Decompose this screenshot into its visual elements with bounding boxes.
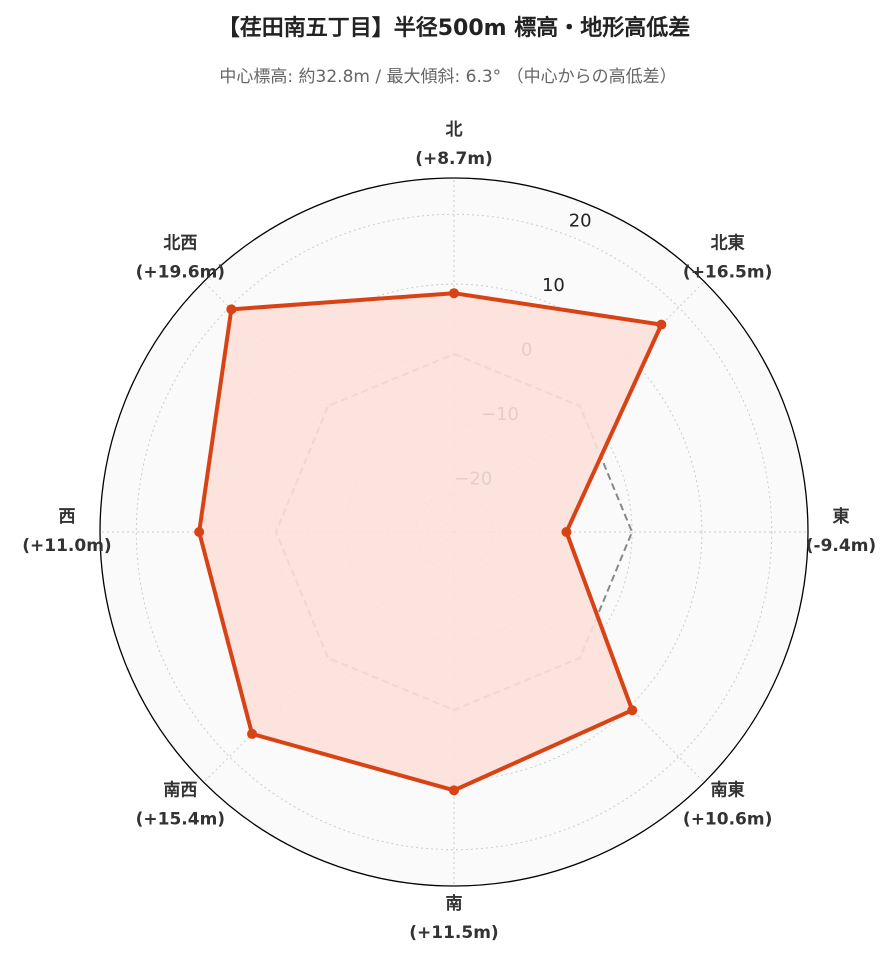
category-label: 西 bbox=[59, 507, 76, 527]
radial-tick-label: 20 bbox=[569, 210, 592, 231]
category-label: 北 bbox=[446, 120, 463, 140]
data-point bbox=[226, 304, 237, 315]
radial-tick-label: 10 bbox=[542, 275, 565, 296]
value-label: (+11.5m) bbox=[409, 923, 498, 943]
value-label: (+15.4m) bbox=[136, 810, 225, 830]
grid-ring bbox=[275, 353, 633, 711]
category-label: 北東 bbox=[711, 232, 745, 253]
data-point bbox=[561, 527, 572, 537]
value-label: (+8.7m) bbox=[415, 149, 493, 169]
category-label: 南東 bbox=[711, 780, 745, 801]
data-point bbox=[449, 288, 459, 299]
chart-title: 【荏田南五丁目】半径500m 標高・地形高低差 bbox=[218, 15, 691, 41]
value-label: (+19.6m) bbox=[136, 262, 225, 282]
value-label: (+11.0m) bbox=[22, 536, 111, 556]
category-label: 東 bbox=[833, 506, 850, 527]
data-point bbox=[449, 785, 459, 796]
value-label: (+16.5m) bbox=[683, 262, 772, 282]
data-point bbox=[247, 728, 258, 739]
value-label: (-9.4m) bbox=[806, 536, 876, 556]
data-point bbox=[194, 527, 205, 537]
grid-ring bbox=[135, 213, 773, 851]
data-point bbox=[656, 319, 667, 330]
category-label: 北西 bbox=[163, 233, 197, 253]
outer-ring bbox=[99, 177, 809, 887]
category-label: 南 bbox=[446, 893, 463, 914]
grid-ring bbox=[205, 283, 703, 781]
category-label: 南西 bbox=[163, 780, 197, 801]
data-point bbox=[627, 705, 638, 716]
value-label: (+10.6m) bbox=[683, 810, 772, 830]
chart-subtitle: 中心標高: 約32.8m / 最大傾斜: 6.3° （中心からの高低差） bbox=[219, 67, 676, 87]
